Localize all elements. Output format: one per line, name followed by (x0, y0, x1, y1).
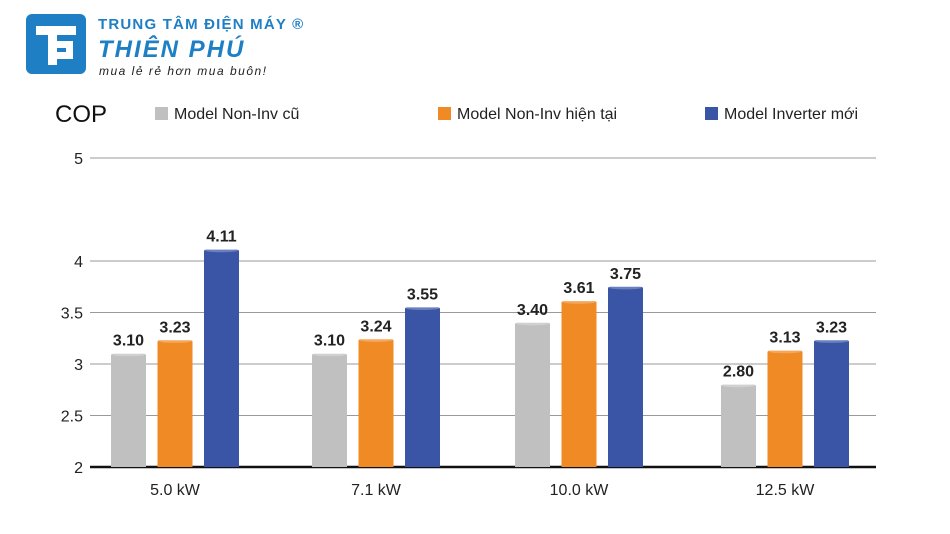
x-tick-label: 10.0 kW (550, 482, 610, 499)
legend-item: Model Non-Inv cũ (155, 106, 299, 123)
bar (204, 249, 239, 467)
bar-highlight (313, 353, 346, 357)
bar-highlight (205, 249, 238, 253)
bar-body (204, 249, 239, 467)
bar-value-label: 3.10 (113, 333, 144, 350)
bar (358, 338, 394, 467)
bar-value-label: 3.23 (816, 319, 847, 336)
bar-body (608, 286, 643, 467)
bar-highlight (562, 300, 596, 304)
bar-highlight (112, 353, 145, 357)
legend-item: Model Inverter mới (705, 106, 858, 123)
bar-body (767, 350, 803, 467)
brand-slogan: mua lẻ rẻ hơn mua buôn! (99, 64, 268, 78)
y-tick-label: 4 (74, 254, 83, 271)
cop-bar-chart: COP Model Non-Inv cũ Model Non-Inv hiện t… (55, 101, 876, 499)
legend-swatch (438, 107, 451, 120)
legend-label: Model Non-Inv hiện tại (457, 106, 617, 123)
bar-body (515, 322, 550, 467)
bar (157, 339, 193, 467)
y-tick-labels: 5 4 3.5 3 2.5 2 (61, 151, 83, 477)
bar-highlight (516, 322, 549, 326)
x-tick-labels: 5.0 kW 7.1 kW 10.0 kW 12.5 kW (150, 482, 815, 499)
bar-body (561, 301, 597, 467)
bar-body (721, 384, 756, 467)
bar (767, 350, 803, 467)
bar-body (814, 340, 849, 467)
legend-item: Model Non-Inv hiện tại (438, 106, 617, 123)
legend: Model Non-Inv cũ Model Non-Inv hiện tại Mo… (155, 106, 858, 123)
bar-highlight (815, 339, 848, 343)
bar-value-label: 3.13 (769, 330, 800, 347)
bar-highlight (768, 350, 802, 354)
legend-label: Model Inverter mới (724, 106, 858, 123)
bar-value-label: 3.23 (159, 319, 190, 336)
bar-value-label: 3.75 (610, 266, 641, 283)
bar-highlight (406, 306, 439, 310)
bar-body (312, 353, 347, 467)
bar (312, 353, 347, 467)
bar-value-label: 3.40 (517, 302, 548, 319)
bar (111, 353, 146, 467)
y-tick-label: 2 (74, 460, 83, 477)
bar-value-label: 3.24 (360, 318, 391, 335)
bar (515, 322, 550, 467)
bar-highlight (359, 338, 393, 342)
y-tick-label: 2.5 (61, 409, 83, 426)
y-tick-label: 3 (74, 357, 83, 374)
bar-value-label: 2.80 (723, 364, 754, 381)
legend-swatch (705, 107, 718, 120)
legend-label: Model Non-Inv cũ (174, 106, 299, 123)
y-tick-label: 3.5 (61, 306, 83, 323)
bar-value-label: 3.55 (407, 286, 438, 303)
bar (814, 339, 849, 467)
x-tick-label: 5.0 kW (150, 482, 201, 499)
y-tick-label: 5 (74, 151, 83, 168)
brand-top-line: TRUNG TÂM ĐIỆN MÁY ® (98, 16, 305, 33)
bar-body (111, 353, 146, 467)
bar-highlight (158, 339, 192, 343)
cop-chart: COP Model Non-Inv cũ Model Non-Inv hiện t… (0, 90, 950, 534)
legend-swatch (155, 107, 168, 120)
bar-highlight (722, 384, 755, 388)
bar-body (358, 339, 394, 467)
bar (561, 300, 597, 467)
bar-body (405, 307, 440, 467)
bar (721, 384, 756, 467)
bar-value-labels: 3.10 3.23 4.11 3.10 3.24 3.55 3.40 3.61 3.75 2.80… (113, 229, 847, 381)
brand-logo-icon (26, 14, 86, 74)
x-tick-label: 7.1 kW (351, 482, 402, 499)
y-axis-label: COP (55, 101, 107, 128)
bar-body (157, 340, 193, 467)
bars (111, 249, 849, 467)
brand-header: TRUNG TÂM ĐIỆN MÁY ® THIÊN PHÚ mua lẻ rẻ… (0, 0, 420, 90)
brand-name: THIÊN PHÚ (98, 36, 246, 63)
x-tick-label: 12.5 kW (756, 482, 816, 499)
bar-value-label: 3.61 (563, 280, 594, 297)
bar (608, 286, 643, 467)
bar-value-label: 3.10 (314, 333, 345, 350)
bar-value-label: 4.11 (206, 229, 236, 246)
bar (405, 306, 440, 467)
bar-highlight (609, 286, 642, 290)
